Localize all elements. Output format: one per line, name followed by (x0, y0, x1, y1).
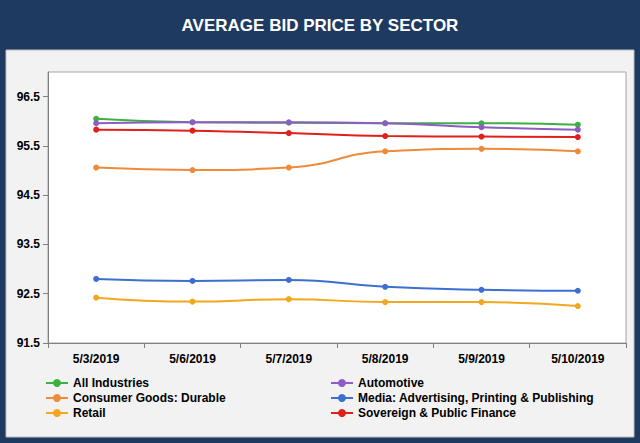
svg-text:Media: Advertising, Printing &: Media: Advertising, Printing & Publishin… (358, 391, 594, 405)
svg-text:5/6/2019: 5/6/2019 (169, 352, 216, 366)
svg-text:5/7/2019: 5/7/2019 (265, 352, 312, 366)
svg-text:96.5: 96.5 (17, 90, 41, 104)
svg-text:Consumer Goods: Durable: Consumer Goods: Durable (73, 391, 226, 405)
svg-text:AVERAGE BID PRICE BY SECTOR: AVERAGE BID PRICE BY SECTOR (182, 16, 459, 35)
svg-text:92.5: 92.5 (17, 287, 41, 301)
svg-text:5/8/2019: 5/8/2019 (362, 352, 409, 366)
svg-text:94.5: 94.5 (17, 188, 41, 202)
svg-text:95.5: 95.5 (17, 139, 41, 153)
svg-text:91.5: 91.5 (17, 336, 41, 350)
svg-text:5/10/2019: 5/10/2019 (551, 352, 605, 366)
svg-text:5/3/2019: 5/3/2019 (73, 352, 120, 366)
svg-text:93.5: 93.5 (17, 237, 41, 251)
svg-text:Sovereign & Public Finance: Sovereign & Public Finance (358, 406, 516, 420)
svg-text:All Industries: All Industries (73, 376, 149, 390)
svg-text:5/9/2019: 5/9/2019 (458, 352, 505, 366)
svg-text:Automotive: Automotive (358, 376, 424, 390)
svg-text:Retail: Retail (73, 406, 106, 420)
